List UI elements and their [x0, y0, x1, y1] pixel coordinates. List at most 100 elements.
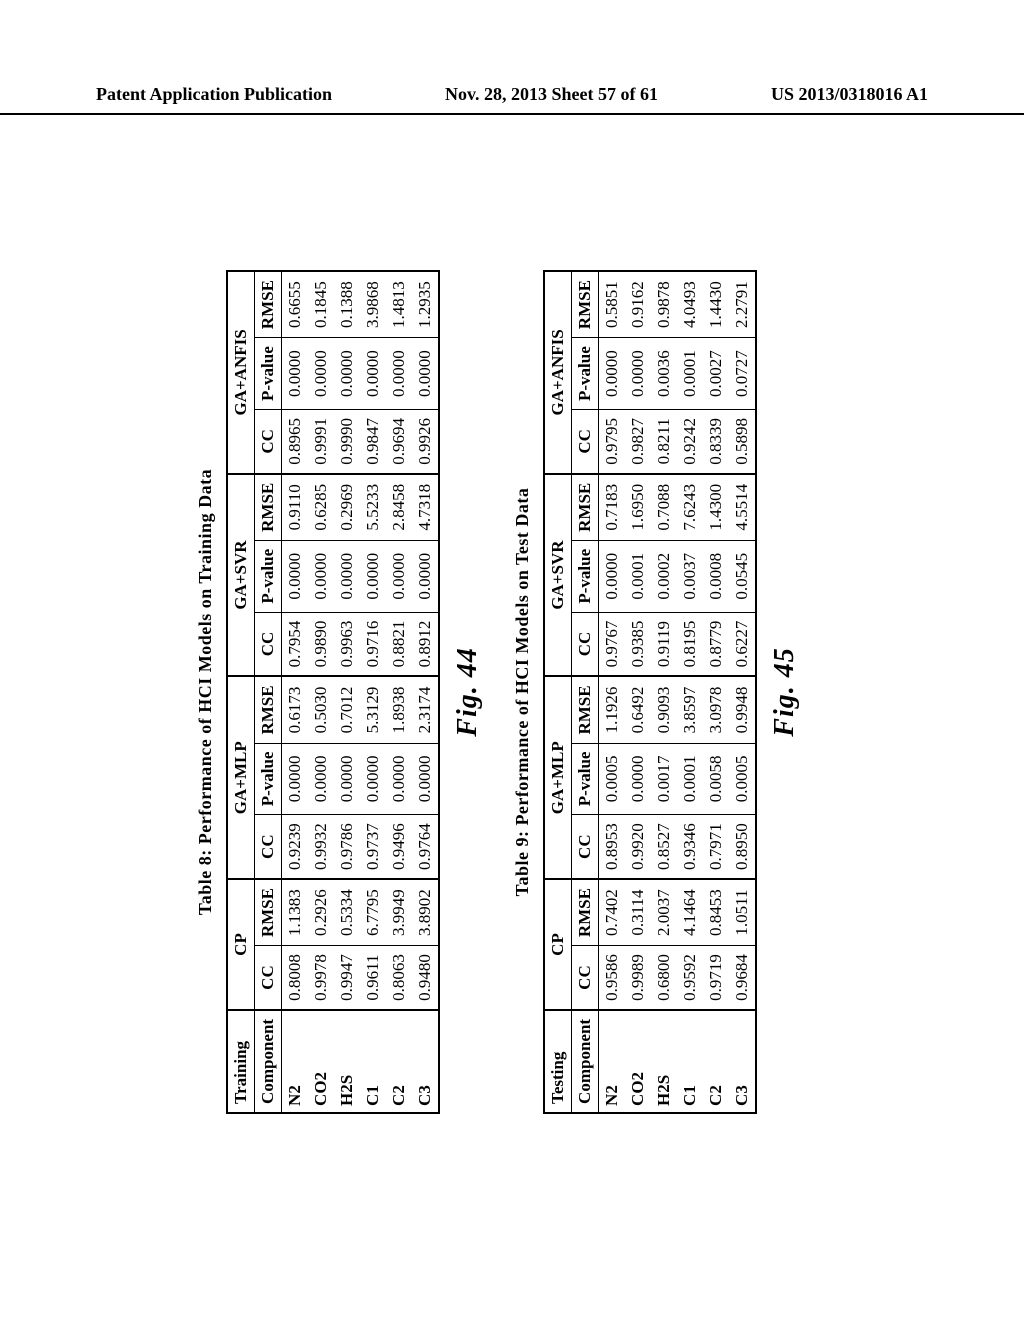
cell: 1.4300	[703, 474, 729, 541]
table9-group-gaanfis: GA+ANFIS	[544, 271, 572, 474]
cell: 0.0000	[386, 540, 412, 612]
cell: 0.6173	[282, 676, 309, 743]
cell: 0.9346	[677, 815, 703, 879]
cell: 0.0027	[703, 338, 729, 410]
cell: 5.5233	[360, 474, 386, 541]
table8-rowheader: Component	[255, 1010, 282, 1113]
cell: 0.9932	[308, 815, 334, 879]
cell: 0.0000	[599, 338, 626, 410]
cell: 0.2969	[334, 474, 360, 541]
table-row: H2S0.99470.53340.97860.00000.70120.99630…	[334, 271, 360, 1113]
table8-group-cp: CP	[227, 879, 255, 1010]
cell: 0.9592	[677, 946, 703, 1010]
table8-corner: Training	[227, 1010, 255, 1113]
fig45-label: Fig. 45	[769, 152, 801, 1232]
table-row: C30.94803.89020.97640.00002.31740.89120.…	[412, 271, 439, 1113]
cell: 0.8912	[412, 612, 439, 676]
table-row: C10.95924.14640.93460.00013.85970.81950.…	[677, 271, 703, 1113]
cell: 3.9868	[360, 271, 386, 338]
cell: 0.0000	[360, 540, 386, 612]
col-header: RMSE	[572, 474, 599, 541]
cell: 4.1464	[677, 879, 703, 946]
cell: 0.9847	[360, 409, 386, 473]
cell: 0.1845	[308, 271, 334, 338]
table-row: CO20.99780.29260.99320.00000.50300.98900…	[308, 271, 334, 1113]
cell: 0.8821	[386, 612, 412, 676]
cell: 0.0000	[625, 743, 651, 815]
cell: 0.0005	[599, 743, 626, 815]
col-header: CC	[255, 612, 282, 676]
cell: 0.6800	[651, 946, 677, 1010]
fig44-label: Fig. 44	[452, 152, 484, 1232]
cell: 0.0000	[282, 743, 309, 815]
table8-group-gamlp: GA+MLP	[227, 676, 255, 879]
table-row: H2S0.68002.00370.85270.00170.90930.91190…	[651, 271, 677, 1113]
cell: 0.9093	[651, 676, 677, 743]
table9-caption: Table 9: Performance of HCI Models on Te…	[512, 152, 533, 1232]
col-header: P-value	[255, 743, 282, 815]
cell: 0.5898	[729, 409, 756, 473]
cell: 3.9949	[386, 879, 412, 946]
cell: 0.9110	[282, 474, 309, 541]
row-label: C2	[386, 1010, 412, 1113]
table-row: C10.96116.77950.97370.00005.31290.97160.…	[360, 271, 386, 1113]
cell: 0.0037	[677, 540, 703, 612]
cell: 1.1926	[599, 676, 626, 743]
cell: 0.0000	[386, 743, 412, 815]
cell: 1.8938	[386, 676, 412, 743]
table8-group-gaanfis: GA+ANFIS	[227, 271, 255, 474]
cell: 0.0000	[360, 743, 386, 815]
col-header: P-value	[572, 743, 599, 815]
cell: 0.0000	[625, 338, 651, 410]
cell: 0.0000	[412, 338, 439, 410]
col-header: P-value	[572, 540, 599, 612]
cell: 0.8008	[282, 946, 309, 1010]
cell: 0.2926	[308, 879, 334, 946]
row-label: C3	[729, 1010, 756, 1113]
cell: 0.0000	[308, 743, 334, 815]
cell: 0.1388	[334, 271, 360, 338]
rotated-content: Table 8: Performance of HCI Models on Tr…	[195, 152, 829, 1232]
cell: 0.9795	[599, 409, 626, 473]
cell: 0.8339	[703, 409, 729, 473]
table9-group-cp: CP	[544, 879, 572, 1010]
cell: 0.9991	[308, 409, 334, 473]
cell: 0.9586	[599, 946, 626, 1010]
cell: 0.0000	[360, 338, 386, 410]
cell: 0.9737	[360, 815, 386, 879]
col-header: CC	[255, 815, 282, 879]
row-label: CO2	[308, 1010, 334, 1113]
cell: 0.5030	[308, 676, 334, 743]
col-header: RMSE	[255, 879, 282, 946]
cell: 1.0511	[729, 879, 756, 946]
cell: 0.8063	[386, 946, 412, 1010]
cell: 0.8779	[703, 612, 729, 676]
row-label: C2	[703, 1010, 729, 1113]
table9-rowheader: Component	[572, 1010, 599, 1113]
table8: Training CP GA+MLP GA+SVR GA+ANFIS Compo…	[226, 270, 440, 1114]
cell: 1.4430	[703, 271, 729, 338]
cell: 0.9162	[625, 271, 651, 338]
header-left: Patent Application Publication	[96, 84, 332, 105]
col-header: RMSE	[572, 271, 599, 338]
cell: 0.0058	[703, 743, 729, 815]
cell: 0.6285	[308, 474, 334, 541]
row-label: C3	[412, 1010, 439, 1113]
cell: 0.0000	[308, 338, 334, 410]
cell: 0.0000	[386, 338, 412, 410]
cell: 0.9978	[308, 946, 334, 1010]
table-row: C30.96841.05110.89500.00050.99480.62270.…	[729, 271, 756, 1113]
cell: 0.0001	[677, 338, 703, 410]
page-header: Patent Application Publication Nov. 28, …	[0, 84, 1024, 115]
cell: 0.0000	[334, 540, 360, 612]
cell: 0.0001	[625, 540, 651, 612]
table8-group-gasvr: GA+SVR	[227, 474, 255, 677]
cell: 0.7402	[599, 879, 626, 946]
cell: 4.7318	[412, 474, 439, 541]
cell: 0.9694	[386, 409, 412, 473]
cell: 4.0493	[677, 271, 703, 338]
col-header: CC	[572, 612, 599, 676]
cell: 2.2791	[729, 271, 756, 338]
cell: 0.7971	[703, 815, 729, 879]
cell: 0.0036	[651, 338, 677, 410]
